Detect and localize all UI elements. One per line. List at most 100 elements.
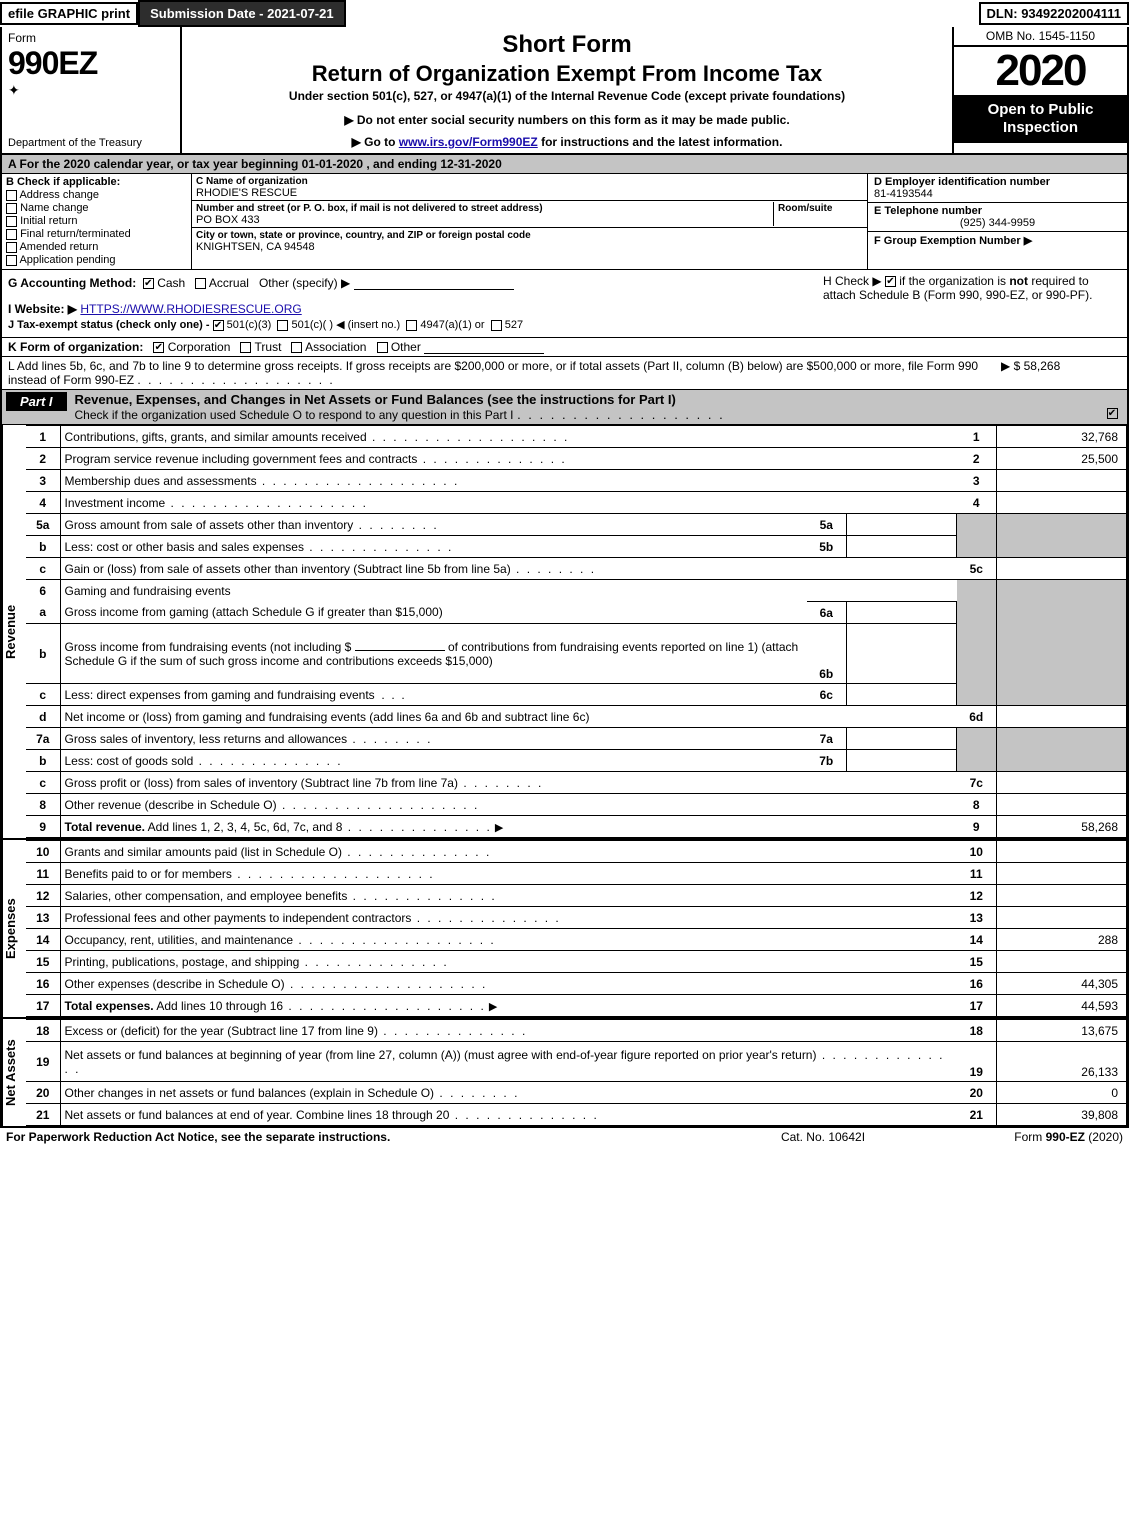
- table-row: 10 Grants and similar amounts paid (list…: [26, 841, 1127, 863]
- table-row: 13 Professional fees and other payments …: [26, 907, 1127, 929]
- paperwork-notice: For Paperwork Reduction Act Notice, see …: [6, 1130, 723, 1144]
- page-footer: For Paperwork Reduction Act Notice, see …: [0, 1128, 1129, 1146]
- form-number: 990EZ: [8, 45, 174, 82]
- g-other-input[interactable]: [354, 289, 514, 290]
- section-d-e-f: D Employer identification number 81-4193…: [867, 174, 1127, 269]
- form-header: Form 990EZ ✦ Department of the Treasury …: [2, 27, 1127, 155]
- part-1-title: Revenue, Expenses, and Changes in Net As…: [71, 390, 1097, 424]
- table-row: c Less: direct expenses from gaming and …: [26, 684, 1127, 706]
- line-1-value: 32,768: [997, 426, 1127, 448]
- table-row: 14 Occupancy, rent, utilities, and maint…: [26, 929, 1127, 951]
- g-accrual-checkbox[interactable]: [195, 278, 206, 289]
- j-501c-checkbox[interactable]: [277, 320, 288, 331]
- net-assets-table: 18 Excess or (deficit) for the year (Sub…: [26, 1019, 1127, 1126]
- table-row: d Net income or (loss) from gaming and f…: [26, 706, 1127, 728]
- form-body: Form 990EZ ✦ Department of the Treasury …: [0, 27, 1129, 1128]
- line-17-value: 44,593: [997, 995, 1127, 1017]
- j-501c3-checkbox[interactable]: [213, 320, 224, 331]
- tax-year: 2020: [954, 47, 1127, 95]
- part-1-header: Part I Revenue, Expenses, and Changes in…: [2, 390, 1127, 425]
- check-address-change[interactable]: Address change: [6, 189, 187, 201]
- dln-label: DLN: 93492202004111: [979, 2, 1129, 25]
- gross-receipts-amount: ▶ $ 58,268: [1001, 359, 1121, 387]
- h-checkbox[interactable]: [885, 276, 896, 287]
- line-6d-value: [997, 706, 1127, 728]
- k-trust-checkbox[interactable]: [240, 342, 251, 353]
- table-row: 17 Total expenses. Add lines 10 through …: [26, 995, 1127, 1017]
- g-h-i-j-block: G Accounting Method: Cash Accrual Other …: [2, 270, 1127, 338]
- line-2-value: 25,500: [997, 448, 1127, 470]
- check-final-return[interactable]: Final return/terminated: [6, 228, 187, 240]
- check-amended-return[interactable]: Amended return: [6, 241, 187, 253]
- j-527-checkbox[interactable]: [491, 320, 502, 331]
- form-word: Form: [8, 31, 174, 45]
- form-title: Return of Organization Exempt From Incom…: [190, 61, 944, 87]
- table-row: 19 Net assets or fund balances at beginn…: [26, 1042, 1127, 1082]
- table-row: 5a Gross amount from sale of assets othe…: [26, 514, 1127, 536]
- table-row: c Gain or (loss) from sale of assets oth…: [26, 558, 1127, 580]
- table-row: 15 Printing, publications, postage, and …: [26, 951, 1127, 973]
- header-left: Form 990EZ ✦ Department of the Treasury: [2, 27, 182, 153]
- omb-number: OMB No. 1545-1150: [954, 27, 1127, 47]
- table-row: 8 Other revenue (describe in Schedule O)…: [26, 794, 1127, 816]
- k-other-input[interactable]: [424, 353, 544, 354]
- check-name-change[interactable]: Name change: [6, 202, 187, 214]
- line-6a-value: [847, 602, 957, 624]
- k-corporation-checkbox[interactable]: [153, 342, 164, 353]
- table-row: b Less: cost of goods sold 7b: [26, 750, 1127, 772]
- goto-post: for instructions and the latest informat…: [538, 135, 783, 149]
- revenue-section: Revenue 1 Contributions, gifts, grants, …: [2, 425, 1127, 838]
- table-row: 16 Other expenses (describe in Schedule …: [26, 973, 1127, 995]
- line-l: L Add lines 5b, 6c, and 7b to line 9 to …: [2, 357, 1127, 390]
- c-name-label: C Name of organization: [196, 176, 308, 187]
- line-19-value: 26,133: [997, 1042, 1127, 1082]
- expenses-table: 10 Grants and similar amounts paid (list…: [26, 840, 1127, 1017]
- table-row: 18 Excess or (deficit) for the year (Sub…: [26, 1020, 1127, 1042]
- k-other-checkbox[interactable]: [377, 342, 388, 353]
- table-row: 6 Gaming and fundraising events: [26, 580, 1127, 602]
- org-name: RHODIE'S RESCUE: [196, 187, 297, 199]
- revenue-side-label: Revenue: [2, 425, 26, 838]
- b-label: B Check if applicable:: [6, 176, 187, 188]
- part1-schedule-o-checkbox[interactable]: [1107, 408, 1118, 419]
- irs-link[interactable]: www.irs.gov/Form990EZ: [399, 135, 538, 149]
- line-a-tax-year: A For the 2020 calendar year, or tax yea…: [2, 155, 1127, 174]
- check-initial-return[interactable]: Initial return: [6, 215, 187, 227]
- table-row: 4 Investment income 4: [26, 492, 1127, 514]
- expenses-side-label: Expenses: [2, 840, 26, 1017]
- line-7b-value: [847, 750, 957, 772]
- line-6b-value: [847, 624, 957, 684]
- form-footer-id: Form 990-EZ (2020): [923, 1130, 1123, 1144]
- header-center: Short Form Return of Organization Exempt…: [182, 27, 952, 153]
- efile-label[interactable]: efile GRAPHIC print: [0, 2, 138, 25]
- net-assets-side-label: Net Assets: [2, 1019, 26, 1126]
- table-row: 11 Benefits paid to or for members 11: [26, 863, 1127, 885]
- form-subtitle: Under section 501(c), 527, or 4947(a)(1)…: [190, 89, 944, 103]
- submission-date-button[interactable]: Submission Date - 2021-07-21: [138, 0, 346, 27]
- line-12-value: [997, 885, 1127, 907]
- line-15-value: [997, 951, 1127, 973]
- website-link[interactable]: HTTPS://WWW.RHODIESRESCUE.ORG: [80, 302, 301, 316]
- line-g: G Accounting Method: Cash Accrual Other …: [8, 276, 811, 290]
- section-b-checks: B Check if applicable: Address change Na…: [2, 174, 192, 269]
- ein-label: D Employer identification number: [874, 176, 1121, 188]
- line-13-value: [997, 907, 1127, 929]
- expenses-section: Expenses 10 Grants and similar amounts p…: [2, 838, 1127, 1017]
- short-form-title: Short Form: [190, 31, 944, 59]
- g-cash-checkbox[interactable]: [143, 278, 154, 289]
- table-row: b Gross income from fundraising events (…: [26, 624, 1127, 684]
- room-label: Room/suite: [778, 203, 832, 214]
- check-application-pending[interactable]: Application pending: [6, 254, 187, 266]
- line-20-value: 0: [997, 1082, 1127, 1104]
- table-row: a Gross income from gaming (attach Sched…: [26, 602, 1127, 624]
- line-6b-contributions-input[interactable]: [355, 650, 445, 651]
- table-row: b Less: cost or other basis and sales ex…: [26, 536, 1127, 558]
- k-association-checkbox[interactable]: [291, 342, 302, 353]
- phone-value: (925) 344-9959: [874, 217, 1121, 229]
- table-row: 9 Total revenue. Add lines 1, 2, 3, 4, 5…: [26, 816, 1127, 838]
- j-4947-checkbox[interactable]: [406, 320, 417, 331]
- g-i-j-left: G Accounting Method: Cash Accrual Other …: [2, 270, 817, 337]
- revenue-table: 1 Contributions, gifts, grants, and simi…: [26, 425, 1127, 838]
- table-row: 12 Salaries, other compensation, and emp…: [26, 885, 1127, 907]
- line-k: K Form of organization: Corporation Trus…: [2, 338, 1127, 357]
